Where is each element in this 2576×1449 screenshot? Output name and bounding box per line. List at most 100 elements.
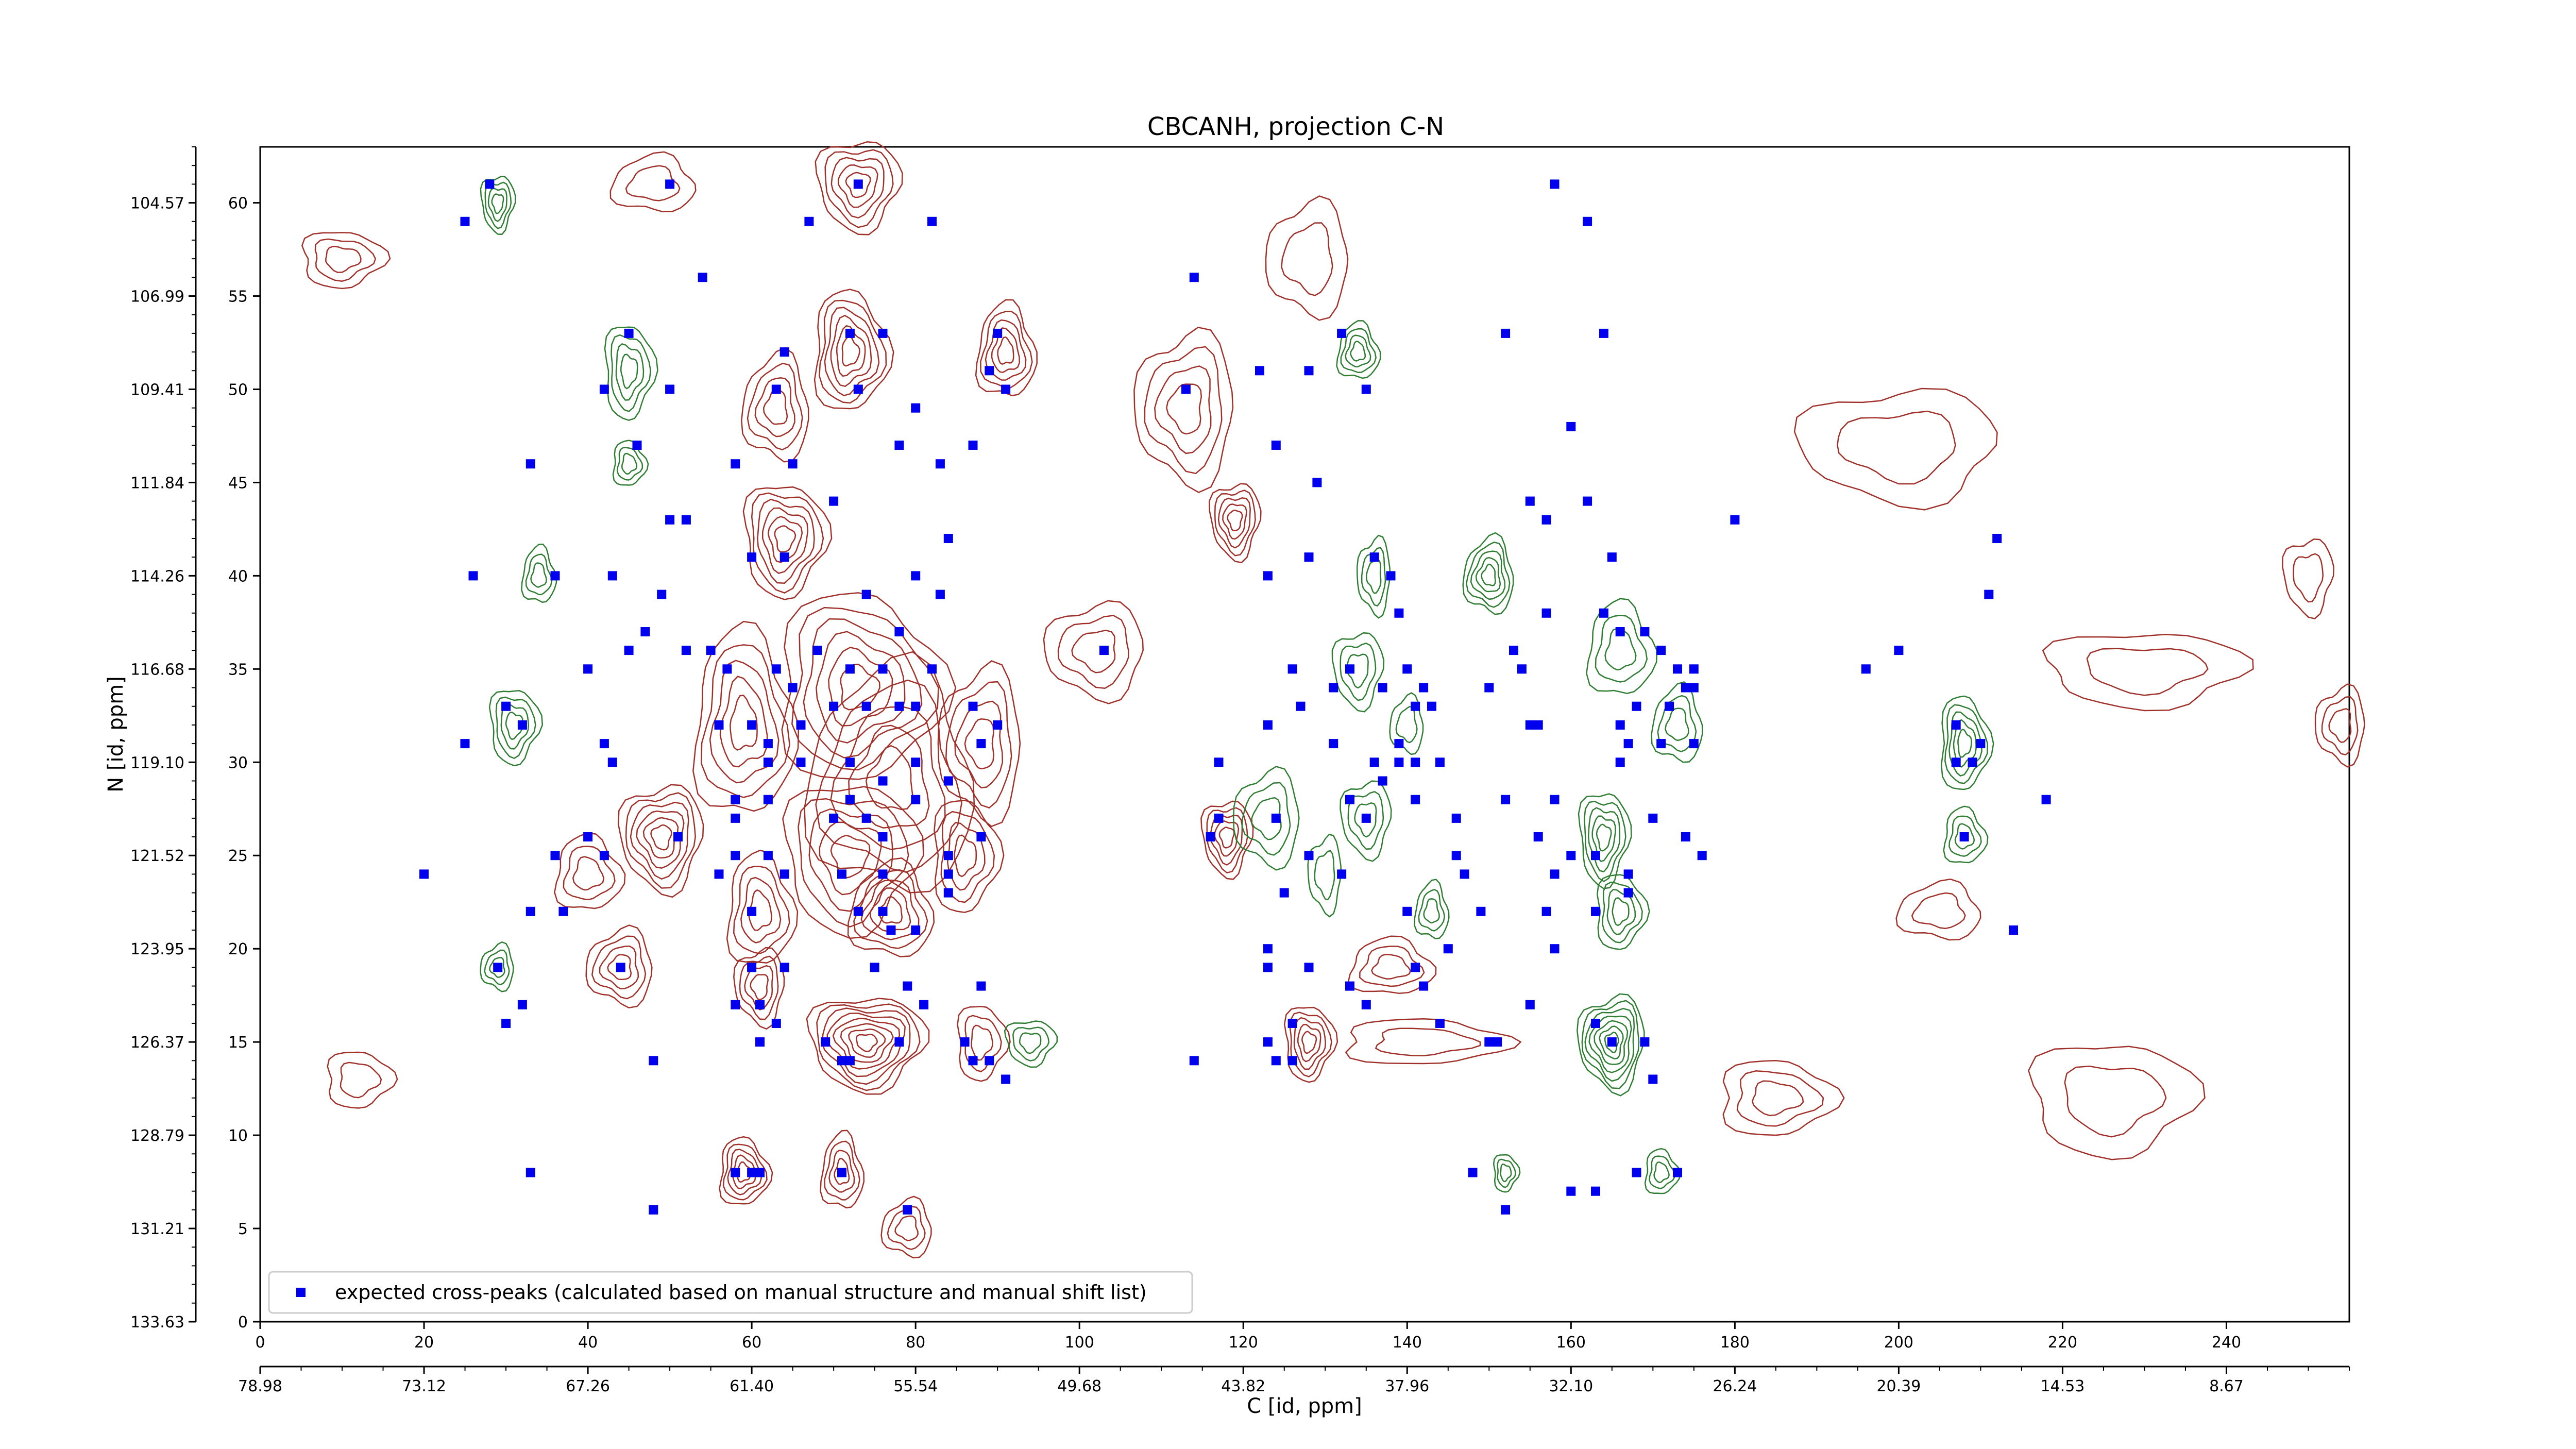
y-ppm-tick-label: 123.95 <box>130 940 184 958</box>
positive-contour-line <box>985 319 1027 381</box>
positive-contour-line <box>816 631 906 744</box>
positive-contour-line <box>572 856 605 891</box>
cross-peak-marker <box>1378 683 1387 693</box>
y-tick-label: 45 <box>228 474 248 492</box>
cross-peak-marker <box>878 832 888 841</box>
positive-contour-line <box>940 811 995 903</box>
positive-contour-line <box>741 347 809 463</box>
y-tick-label: 10 <box>228 1127 248 1145</box>
cross-peak-marker <box>607 757 617 767</box>
cross-peak-marker <box>599 851 609 861</box>
positive-contour-line <box>747 362 803 451</box>
negative-contour-line <box>1232 766 1300 871</box>
cross-peak-marker <box>1550 795 1560 804</box>
cross-peak-marker <box>845 664 855 674</box>
positive-contour-line <box>820 1130 865 1209</box>
negative-contour-line <box>1578 793 1632 889</box>
cross-peak-marker <box>943 888 953 898</box>
cross-peak-marker <box>1861 664 1871 674</box>
cross-peak-marker <box>968 701 978 711</box>
cross-peak-marker <box>861 589 871 599</box>
y-ppm-tick-label: 128.79 <box>130 1127 184 1145</box>
negative-contour-line <box>1604 1032 1619 1054</box>
x-tick-label: 160 <box>1556 1334 1586 1352</box>
cross-peak-marker <box>1681 683 1690 693</box>
cross-peak-marker <box>1345 664 1354 674</box>
cross-peak-marker <box>1476 906 1486 916</box>
x-tick-label: 0 <box>255 1334 265 1352</box>
positive-contour-line <box>830 314 872 387</box>
cross-peak-marker <box>927 664 937 674</box>
positive-contour-line <box>1347 935 1437 995</box>
cross-peak-marker <box>1427 701 1436 711</box>
cross-peak-marker <box>1271 441 1281 450</box>
x-ppm-tick-label: 26.24 <box>1713 1377 1757 1395</box>
x-tick-label: 40 <box>578 1334 598 1352</box>
negative-contours <box>480 176 1994 1194</box>
cross-peak-marker <box>640 627 650 636</box>
y-ppm-axis: 133.63 131.21 128.79 126.37 123.95 121.52 119.… <box>130 146 197 1332</box>
positive-contour-line <box>997 336 1014 365</box>
positive-contour-line <box>1214 490 1256 557</box>
positive-contour-line <box>1057 615 1129 689</box>
y-ppm-tick-label: 111.84 <box>130 474 184 492</box>
cross-peak-marker <box>526 906 535 916</box>
cross-peak-marker <box>468 571 478 581</box>
negative-contour-line <box>1943 805 1989 864</box>
positive-contour-line <box>1222 503 1247 540</box>
cross-peak-marker <box>501 701 511 711</box>
cross-peak-marker <box>853 384 863 394</box>
negative-contour-line <box>1481 563 1496 586</box>
negative-contour-line <box>1466 541 1511 608</box>
cross-peak-marker <box>1640 627 1650 636</box>
negative-contour-line <box>487 188 507 222</box>
positive-contour-line <box>855 1034 878 1052</box>
cross-peak-marker <box>1361 813 1371 823</box>
cross-peak-marker <box>607 571 617 581</box>
negative-contour-line <box>1954 823 1975 850</box>
cross-peak-marker <box>1607 1037 1617 1047</box>
cross-peak-marker <box>1632 701 1641 711</box>
negative-contour-line <box>1944 704 1989 784</box>
cross-peak-marker <box>763 795 773 804</box>
negative-contour-line <box>1423 898 1440 924</box>
positive-contour-line <box>841 335 860 367</box>
cross-peak-marker <box>1615 720 1625 730</box>
negative-contour-line <box>1596 823 1612 852</box>
cross-peak-marker <box>1369 552 1379 562</box>
positive-contour-line <box>980 311 1033 389</box>
cross-peak-marker <box>517 1000 527 1009</box>
x-ppm-tick-label: 8.67 <box>2209 1377 2244 1395</box>
cross-peak-marker <box>1402 906 1412 916</box>
negative-contour-line <box>530 562 547 588</box>
positive-contour-line <box>847 857 935 957</box>
positive-contour-line <box>837 164 878 208</box>
positive-contour-line <box>709 660 779 784</box>
positive-contour-line <box>803 618 923 759</box>
cross-peak-marker <box>845 795 855 804</box>
negative-contour-line <box>1389 692 1424 755</box>
negative-contour-line <box>1418 889 1445 932</box>
y-tick-label: 20 <box>228 940 248 958</box>
cross-peak-marker <box>845 757 855 767</box>
y-tick-label: 25 <box>228 847 248 865</box>
negative-contour-line <box>505 712 523 740</box>
cross-peak-marker <box>1394 757 1404 767</box>
cross-peak-marker <box>1279 888 1289 898</box>
positive-contour-line <box>824 307 880 397</box>
cross-peak-marker <box>1361 1000 1371 1009</box>
cross-peak-marker <box>1665 701 1674 711</box>
cross-peak-marker <box>681 646 691 655</box>
cross-peak-marker <box>1583 496 1592 506</box>
y-axis: 0 5 10 15 20 25 30 35 40 45 50 55 60 <box>228 195 260 1332</box>
positive-contour-line <box>840 1023 894 1063</box>
positive-contour-line <box>617 784 704 898</box>
y-tick-label: 15 <box>228 1034 248 1052</box>
cross-peak-marker <box>1541 608 1551 618</box>
cross-peak-marker <box>1099 646 1109 655</box>
positive-contour-line <box>964 718 995 770</box>
cross-peak-marker <box>649 1205 658 1215</box>
cross-peak-marker <box>1648 1074 1658 1084</box>
cross-peak-marker <box>771 664 781 674</box>
positive-contour-line <box>954 834 977 878</box>
